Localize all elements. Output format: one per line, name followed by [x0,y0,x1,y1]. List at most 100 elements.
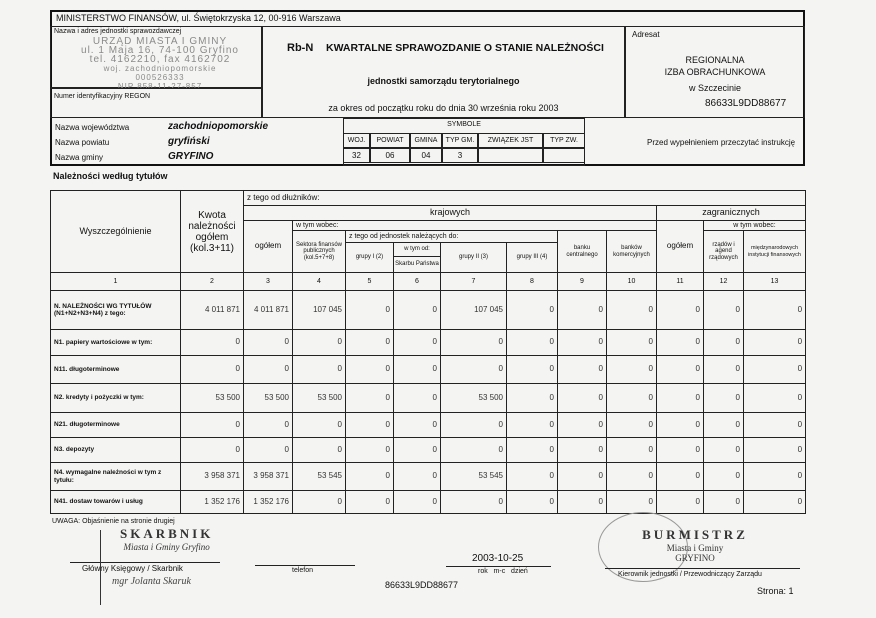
value-cell: 0 [506,329,558,356]
reporting-period: za okres od początku roku do dnia 30 wrz… [328,103,559,113]
value-cell: 1 352 176 [180,490,244,514]
column-number: 9 [557,272,607,291]
value-cell: 3 958 371 [243,462,293,491]
value-cell: 0 [656,329,704,356]
column-number: 8 [506,272,558,291]
value-cell: 0 [180,329,244,356]
value-cell: 1 352 176 [243,490,293,514]
value-cell: 0 [345,490,394,514]
table-row: N4. wymagalne należności w tym z tytułu:… [50,462,807,491]
value-cell: 107 045 [292,290,346,330]
column-number: 6 [393,272,441,291]
hdr-grupa-1: grupy I (2) [345,242,394,273]
hdr-w-tym-wobec-zagr: w tym wobec: [702,220,807,231]
left-signature-name: mgr Jolanta Skaruk [112,576,191,587]
value-cell: 0 [656,437,704,463]
hdr-bank-centralny: banku centralnego [557,230,607,273]
right-signature-line [605,568,800,569]
value-cell: 0 [345,383,394,413]
symbole-value: 06 [370,148,410,163]
hdr-miedzynarodowe: międzynarodowych instytucji finansowych [742,230,807,273]
column-number: 7 [440,272,507,291]
value-cell: 0 [292,490,346,514]
footer-note: UWAGA: Objaśnienie na stronie drugiej [52,518,175,525]
hdr-jednostek: z tego od jednostek należących do: [345,230,558,243]
value-cell: 0 [345,355,394,384]
value-cell: 0 [656,490,704,514]
value-cell: 0 [703,329,744,356]
value-cell: 0 [557,290,607,330]
value-cell: 53 500 [180,383,244,413]
value-cell: 53 500 [243,383,293,413]
table-row: N. NALEŻNOŚCI WG TYTUŁÓW (N1+N2+N3+N4) z… [50,290,807,330]
value-cell: 0 [393,437,441,463]
value-cell: 0 [180,437,244,463]
hdr-rzady: rządów i agend rządowych [703,230,744,273]
column-number: 4 [292,272,346,291]
value-cell: 0 [703,290,744,330]
symbole-header: WOJ. [343,133,370,148]
value-cell: 0 [440,329,507,356]
adresat-code: 86633L9DD88677 [705,98,787,109]
form-title: KWARTALNE SPRAWOZDANIE O STANIE NALEŻNOŚ… [326,42,604,54]
ministry-line: MINISTERSTWO FINANSÓW, ul. Świętokrzyska… [56,13,341,23]
page-number: Strona: 1 [757,586,794,596]
value-cell: 0 [506,437,558,463]
value-cell: 0 [243,329,293,356]
value-cell: 0 [557,329,607,356]
symbole-label: SYMBOLE [447,121,481,128]
value-cell: 0 [606,490,657,514]
value-cell: 0 [703,490,744,514]
value-cell: 0 [506,355,558,384]
value-cell: 0 [606,462,657,491]
symbole-header: ZWIĄZEK JST [478,133,543,148]
value-cell: 0 [742,290,807,330]
value-cell: 0 [393,412,441,438]
column-number: 13 [742,272,807,291]
value-cell: 0 [557,412,607,438]
value-cell: 0 [703,437,744,463]
value-cell: 0 [440,355,507,384]
value-cell: 0 [742,490,807,514]
value-cell: 0 [703,355,744,384]
value-cell: 0 [703,383,744,413]
column-number: 5 [345,272,394,291]
row-label: N1. papiery wartościowe w tym: [50,329,181,356]
value-cell: 0 [243,437,293,463]
value-cell: 107 045 [440,290,507,330]
left-signature-label: Główny Księgowy / Skarbnik [82,564,183,573]
value-cell: 0 [742,462,807,491]
hdr-w-tym-wobec: w tym wobec: [292,220,657,231]
adresat-box [625,26,805,118]
value-cell: 0 [292,412,346,438]
column-number: 3 [243,272,293,291]
symbole-value: 04 [410,148,442,163]
hdr-zagranicznych: zagranicznych [655,205,807,221]
table-row: N3. depozyty 0 0 0 0 0 0 0 0 0 0 0 0 [50,437,807,463]
value-cell: 0 [656,383,704,413]
hdr-w-tym-od: w tym od: [393,242,441,257]
value-cell: 0 [393,355,441,384]
column-number: 10 [606,272,657,291]
address-stamp: URZĄD MIASTA I GMINY ul. 1 Maja 16, 74-1… [81,36,239,92]
hdr-skarb: Skarbu Państwa [393,256,441,273]
value-cell: 0 [345,462,394,491]
value-cell: 4 011 871 [243,290,293,330]
value-cell: 0 [557,437,607,463]
value-cell: 0 [557,462,607,491]
symbole-header: POWIAT [370,133,410,148]
value-cell: 0 [506,412,558,438]
row-label: N41. dostaw towarów i usług [50,490,181,514]
value-cell: 53 500 [440,383,507,413]
location-labels: Nazwa województwa Nazwa powiatu Nazwa gm… [55,123,130,162]
value-cell: 0 [393,462,441,491]
value-cell: 0 [606,355,657,384]
adresat-name: REGIONALNA IZBA OBRACHUNKOWA w Szczecini… [664,55,766,93]
value-cell: 0 [606,437,657,463]
value-cell: 0 [292,329,346,356]
value-cell: 0 [180,412,244,438]
value-cell: 0 [292,355,346,384]
column-number: 12 [703,272,744,291]
value-cell: 0 [440,412,507,438]
symbole-value [478,148,543,163]
